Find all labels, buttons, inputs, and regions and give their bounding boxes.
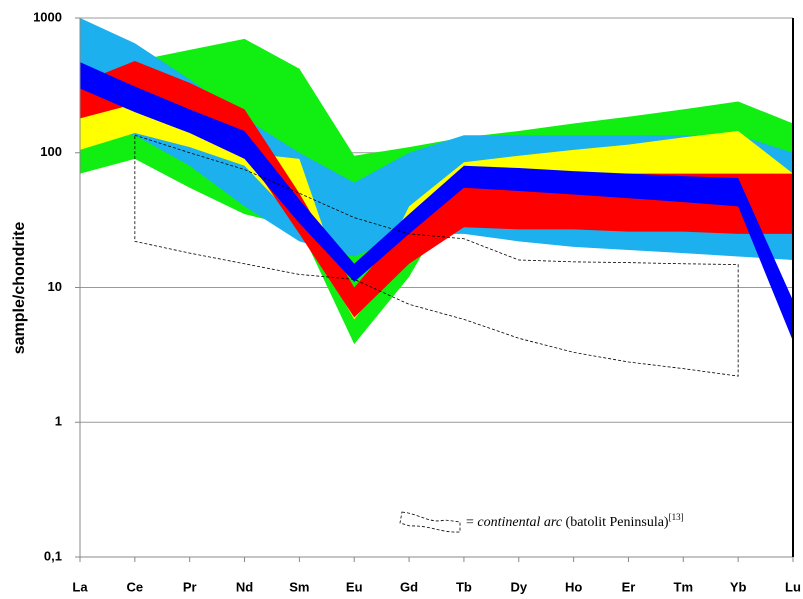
y-axis-title: sample/chondrite — [11, 222, 28, 355]
legend-icon — [399, 511, 461, 533]
x-tick-label: Ce — [127, 579, 144, 594]
y-tick-label: 0,1 — [44, 548, 62, 563]
x-tick-label: Pr — [183, 579, 197, 594]
x-tick-label: Dy — [510, 579, 527, 594]
band — [80, 62, 793, 342]
x-tick-label: Sm — [289, 579, 309, 594]
legend-text: (batolit Peninsula) — [566, 515, 669, 530]
outline-field — [134, 134, 739, 377]
x-tick-label: La — [72, 579, 88, 594]
legend-italic: continental arc — [477, 515, 562, 530]
y-tick-label: 10 — [48, 279, 62, 294]
legend-prefix: = — [466, 515, 474, 530]
x-tick-label: Yb — [730, 579, 747, 594]
x-tick-label: Lu — [785, 579, 801, 594]
x-tick-label: Tm — [674, 579, 694, 594]
x-tick-label: Gd — [400, 579, 418, 594]
x-tick-label: Ho — [565, 579, 582, 594]
x-tick-label: Eu — [346, 579, 363, 594]
x-tick-label: Er — [622, 579, 636, 594]
y-tick-label: 1 — [55, 414, 62, 429]
y-tick-label: 1000 — [33, 9, 62, 24]
x-tick-label: Nd — [236, 579, 253, 594]
x-tick-label: Tb — [456, 579, 472, 594]
legend-entry: = continental arc (batolit Peninsula)[13… — [466, 512, 684, 530]
legend-ref: [13] — [669, 512, 684, 522]
y-tick-label: 100 — [40, 144, 62, 159]
